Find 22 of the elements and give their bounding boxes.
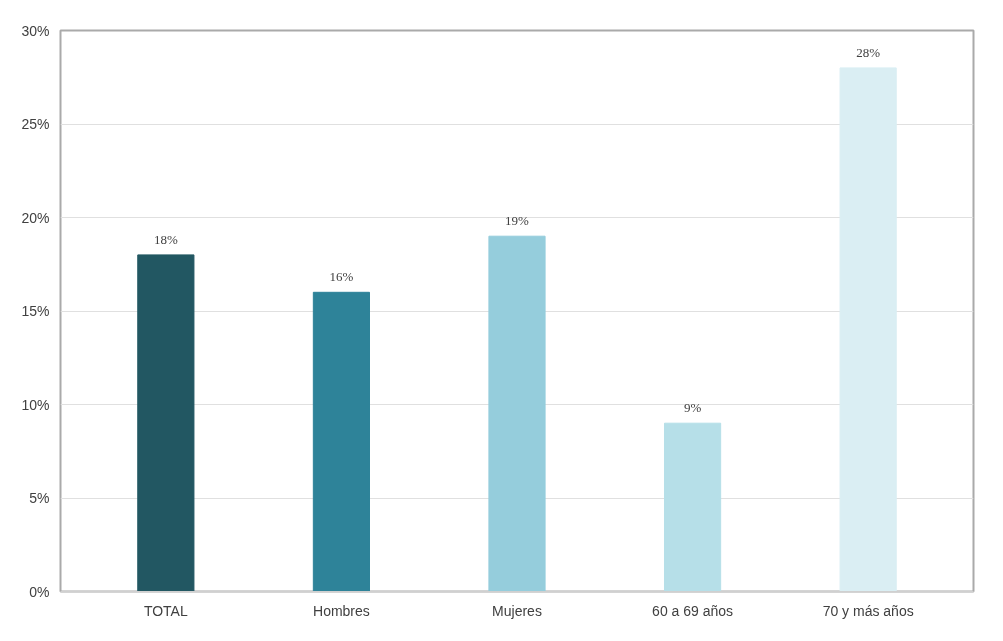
y-tick-label: 0% — [29, 583, 50, 600]
x-tick-label: Hombres — [313, 602, 370, 619]
data-label: 9% — [683, 400, 702, 416]
bar — [312, 291, 371, 592]
bar — [663, 422, 722, 592]
y-tick-label: 5% — [29, 490, 50, 506]
x-tick-label: Mujeres — [492, 602, 542, 619]
x-tick-label: 70 y más años — [822, 602, 914, 619]
data-label: 16% — [329, 269, 354, 285]
y-tick-label: 25% — [21, 116, 50, 132]
bar — [839, 67, 897, 592]
data-label: 28% — [856, 44, 881, 60]
x-tick-label: 60 a 69 años — [652, 602, 734, 619]
y-tick-label: 10% — [21, 396, 50, 413]
y-tick-label: 30% — [21, 22, 50, 39]
y-tick-label: 15% — [21, 303, 50, 319]
y-tick-label: 20% — [21, 209, 50, 226]
data-label: 19% — [505, 213, 530, 229]
x-tick-label: TOTAL — [143, 602, 188, 619]
data-label: 18% — [153, 231, 178, 247]
bar — [488, 235, 546, 592]
bar — [137, 254, 195, 592]
